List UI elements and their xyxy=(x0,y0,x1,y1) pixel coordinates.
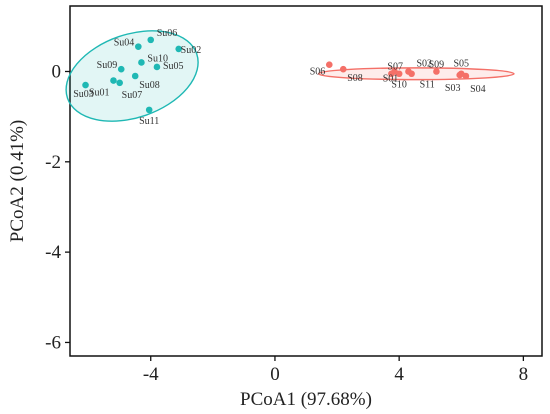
point-label-su03: Su03 xyxy=(73,89,94,100)
point-su02 xyxy=(175,45,182,53)
point-label-su02: Su02 xyxy=(181,45,202,56)
point-label-s07: S07 xyxy=(387,62,403,73)
x-tick-label: -4 xyxy=(143,364,159,385)
point-s11 xyxy=(408,70,415,78)
point-su06 xyxy=(147,36,155,44)
point-label-s06: S06 xyxy=(310,67,326,78)
point-label-s05: S05 xyxy=(453,59,469,70)
point-s03 xyxy=(456,71,464,79)
y-tick-label: 0 xyxy=(52,61,62,82)
point-label-su09: Su09 xyxy=(97,60,118,71)
x-tick-label: 0 xyxy=(270,364,280,385)
point-su03 xyxy=(82,81,89,89)
x-axis-title: PCoA1 (97.68%) xyxy=(240,389,372,410)
point-label-su07: Su07 xyxy=(122,90,143,101)
point-s10 xyxy=(395,70,403,78)
point-label-s09: S09 xyxy=(429,59,445,70)
point-su08 xyxy=(131,72,139,80)
y-tick-label: -2 xyxy=(45,152,61,173)
plot-frame xyxy=(69,5,543,357)
point-label-su08: Su08 xyxy=(139,80,160,91)
point-s04 xyxy=(462,72,470,80)
point-label-s02: S02 xyxy=(416,58,432,69)
y-tick-label: -4 xyxy=(45,242,61,263)
point-label-s01: S01 xyxy=(383,73,399,84)
x-tick-label: 8 xyxy=(519,364,529,385)
y-axis-title: PCoA2 (0.41%) xyxy=(7,120,28,242)
point-s08 xyxy=(339,65,347,73)
point-su07 xyxy=(116,79,123,87)
point-su05 xyxy=(153,63,161,71)
point-label-s03: S03 xyxy=(445,83,461,94)
point-label-s11: S11 xyxy=(420,80,435,91)
point-su11 xyxy=(145,106,153,114)
point-label-s04: S04 xyxy=(470,84,486,95)
point-su04 xyxy=(135,43,142,50)
confidence-ellipses xyxy=(65,30,515,122)
point-label-su06: Su06 xyxy=(157,28,178,39)
point-su01 xyxy=(110,77,117,84)
point-label-s08: S08 xyxy=(347,73,363,84)
point-label-su10: Su10 xyxy=(147,53,168,64)
data-points xyxy=(82,36,470,114)
point-su09 xyxy=(117,65,125,73)
point-label-su05: Su05 xyxy=(163,61,184,72)
point-label-su11: Su11 xyxy=(139,116,159,127)
x-tick-label: 4 xyxy=(394,364,404,385)
point-label-s10: S10 xyxy=(391,80,407,91)
axis-ticks: -4 0 4 8 0 -2 -4 -6 xyxy=(45,61,528,385)
point-label-su01: Su01 xyxy=(89,88,110,99)
point-su10 xyxy=(138,59,145,66)
point-s09 xyxy=(433,68,440,75)
point-s06 xyxy=(325,61,333,69)
y-tick-label: -6 xyxy=(45,332,61,353)
point-label-su04: Su04 xyxy=(114,38,135,49)
